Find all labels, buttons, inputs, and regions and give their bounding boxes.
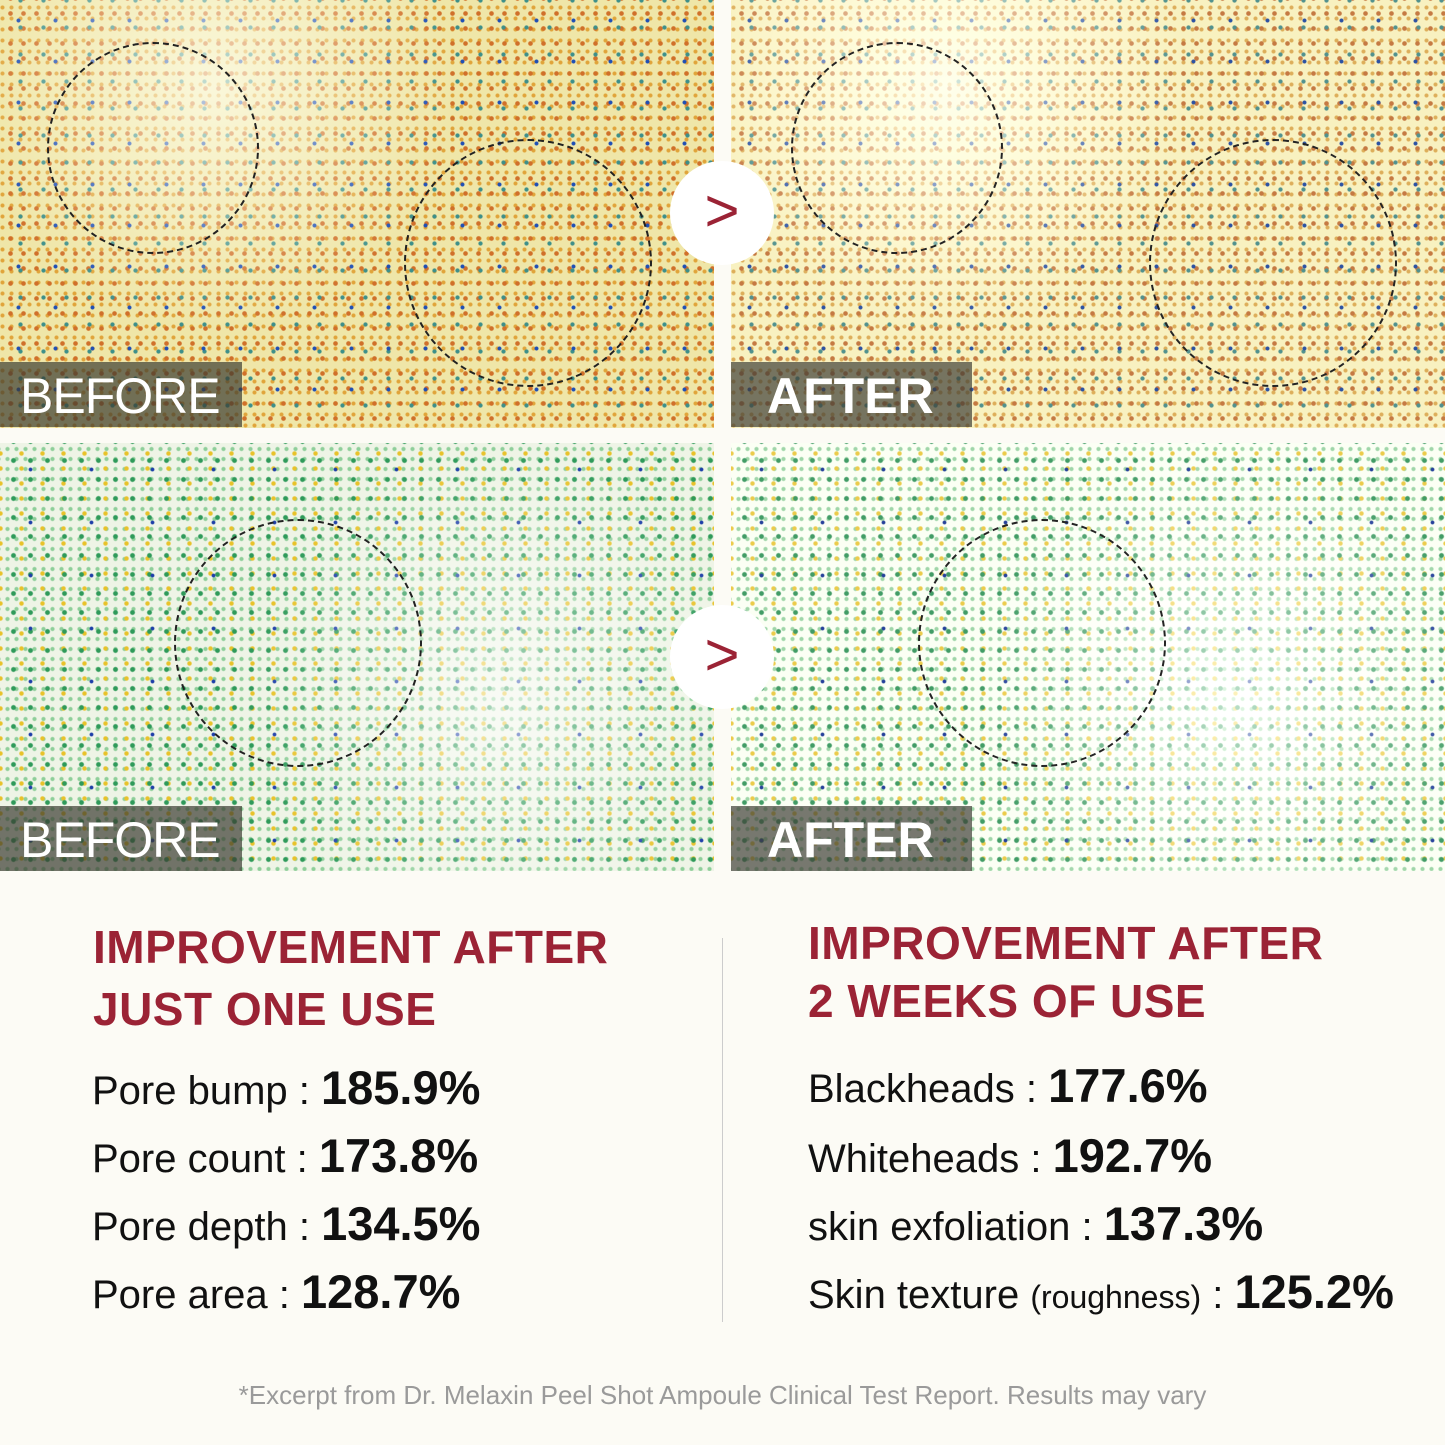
bottom-after-image: AFTER	[731, 443, 1445, 871]
stat-blackheads: Blackheads : 177.6%	[808, 1058, 1208, 1113]
heading-line: JUST ONE USE	[93, 983, 437, 1035]
footnote: *Excerpt from Dr. Melaxin Peel Shot Ampo…	[238, 1380, 1207, 1410]
heading-line: IMPROVEMENT AFTER	[808, 917, 1324, 969]
stat-pore-bump: Pore bump : 185.9%	[92, 1060, 480, 1115]
highlight-circle	[1149, 139, 1397, 387]
before-label: BEFORE	[0, 362, 242, 427]
bottom-before-image: BEFORE	[0, 443, 714, 871]
highlight-circle	[174, 519, 422, 767]
stat-value: 128.7%	[301, 1265, 461, 1318]
stat-skin-exfoliation: skin exfoliation : 137.3%	[808, 1196, 1263, 1251]
stat-pore-depth: Pore depth : 134.5%	[92, 1196, 480, 1251]
stat-label: Whiteheads :	[808, 1137, 1042, 1181]
stat-value: 185.9%	[321, 1061, 481, 1114]
highlight-circle	[47, 42, 259, 254]
stat-note: (roughness)	[1030, 1279, 1202, 1315]
stat-value: 173.8%	[318, 1129, 479, 1182]
stat-skin-texture: Skin texture (roughness) : 125.2%	[808, 1264, 1394, 1319]
stat-label: Pore bump :	[92, 1069, 310, 1113]
highlight-circle	[404, 139, 652, 387]
heading-line: IMPROVEMENT AFTER	[93, 921, 609, 973]
top-after-image: AFTER	[731, 0, 1445, 428]
heading-line: 2 WEEKS OF USE	[808, 975, 1207, 1027]
stat-label: Skin texture	[808, 1273, 1020, 1317]
top-before-image: BEFORE	[0, 0, 714, 428]
stat-label: Pore area :	[92, 1273, 290, 1317]
chevron-right-icon: >	[670, 605, 774, 709]
stat-label: Blackheads :	[808, 1067, 1038, 1111]
stat-value: 125.2%	[1234, 1265, 1394, 1318]
right-heading: IMPROVEMENT AFTER 2 WEEKS OF USE	[808, 914, 1323, 1030]
after-label: AFTER	[731, 362, 972, 427]
stat-separator: :	[1212, 1273, 1224, 1317]
divider	[722, 938, 723, 1322]
highlight-circle	[791, 42, 1003, 254]
before-label: BEFORE	[0, 806, 242, 871]
stat-label: Pore count :	[92, 1137, 308, 1181]
stat-value: 192.7%	[1052, 1129, 1212, 1182]
highlight-circle	[918, 519, 1166, 767]
stat-value: 177.6%	[1048, 1059, 1208, 1112]
stat-whiteheads: Whiteheads : 192.7%	[808, 1128, 1212, 1183]
stat-pore-count: Pore count : 173.8%	[92, 1128, 478, 1183]
stat-pore-area: Pore area : 128.7%	[92, 1264, 460, 1319]
after-label: AFTER	[731, 806, 972, 871]
stat-label: Pore depth :	[92, 1205, 310, 1249]
left-heading: IMPROVEMENT AFTER JUST ONE USE	[93, 916, 608, 1040]
stat-label: skin exfoliation :	[808, 1205, 1093, 1249]
stat-value: 137.3%	[1103, 1197, 1264, 1250]
chevron-right-icon: >	[670, 161, 774, 265]
stat-value: 134.5%	[321, 1197, 481, 1250]
